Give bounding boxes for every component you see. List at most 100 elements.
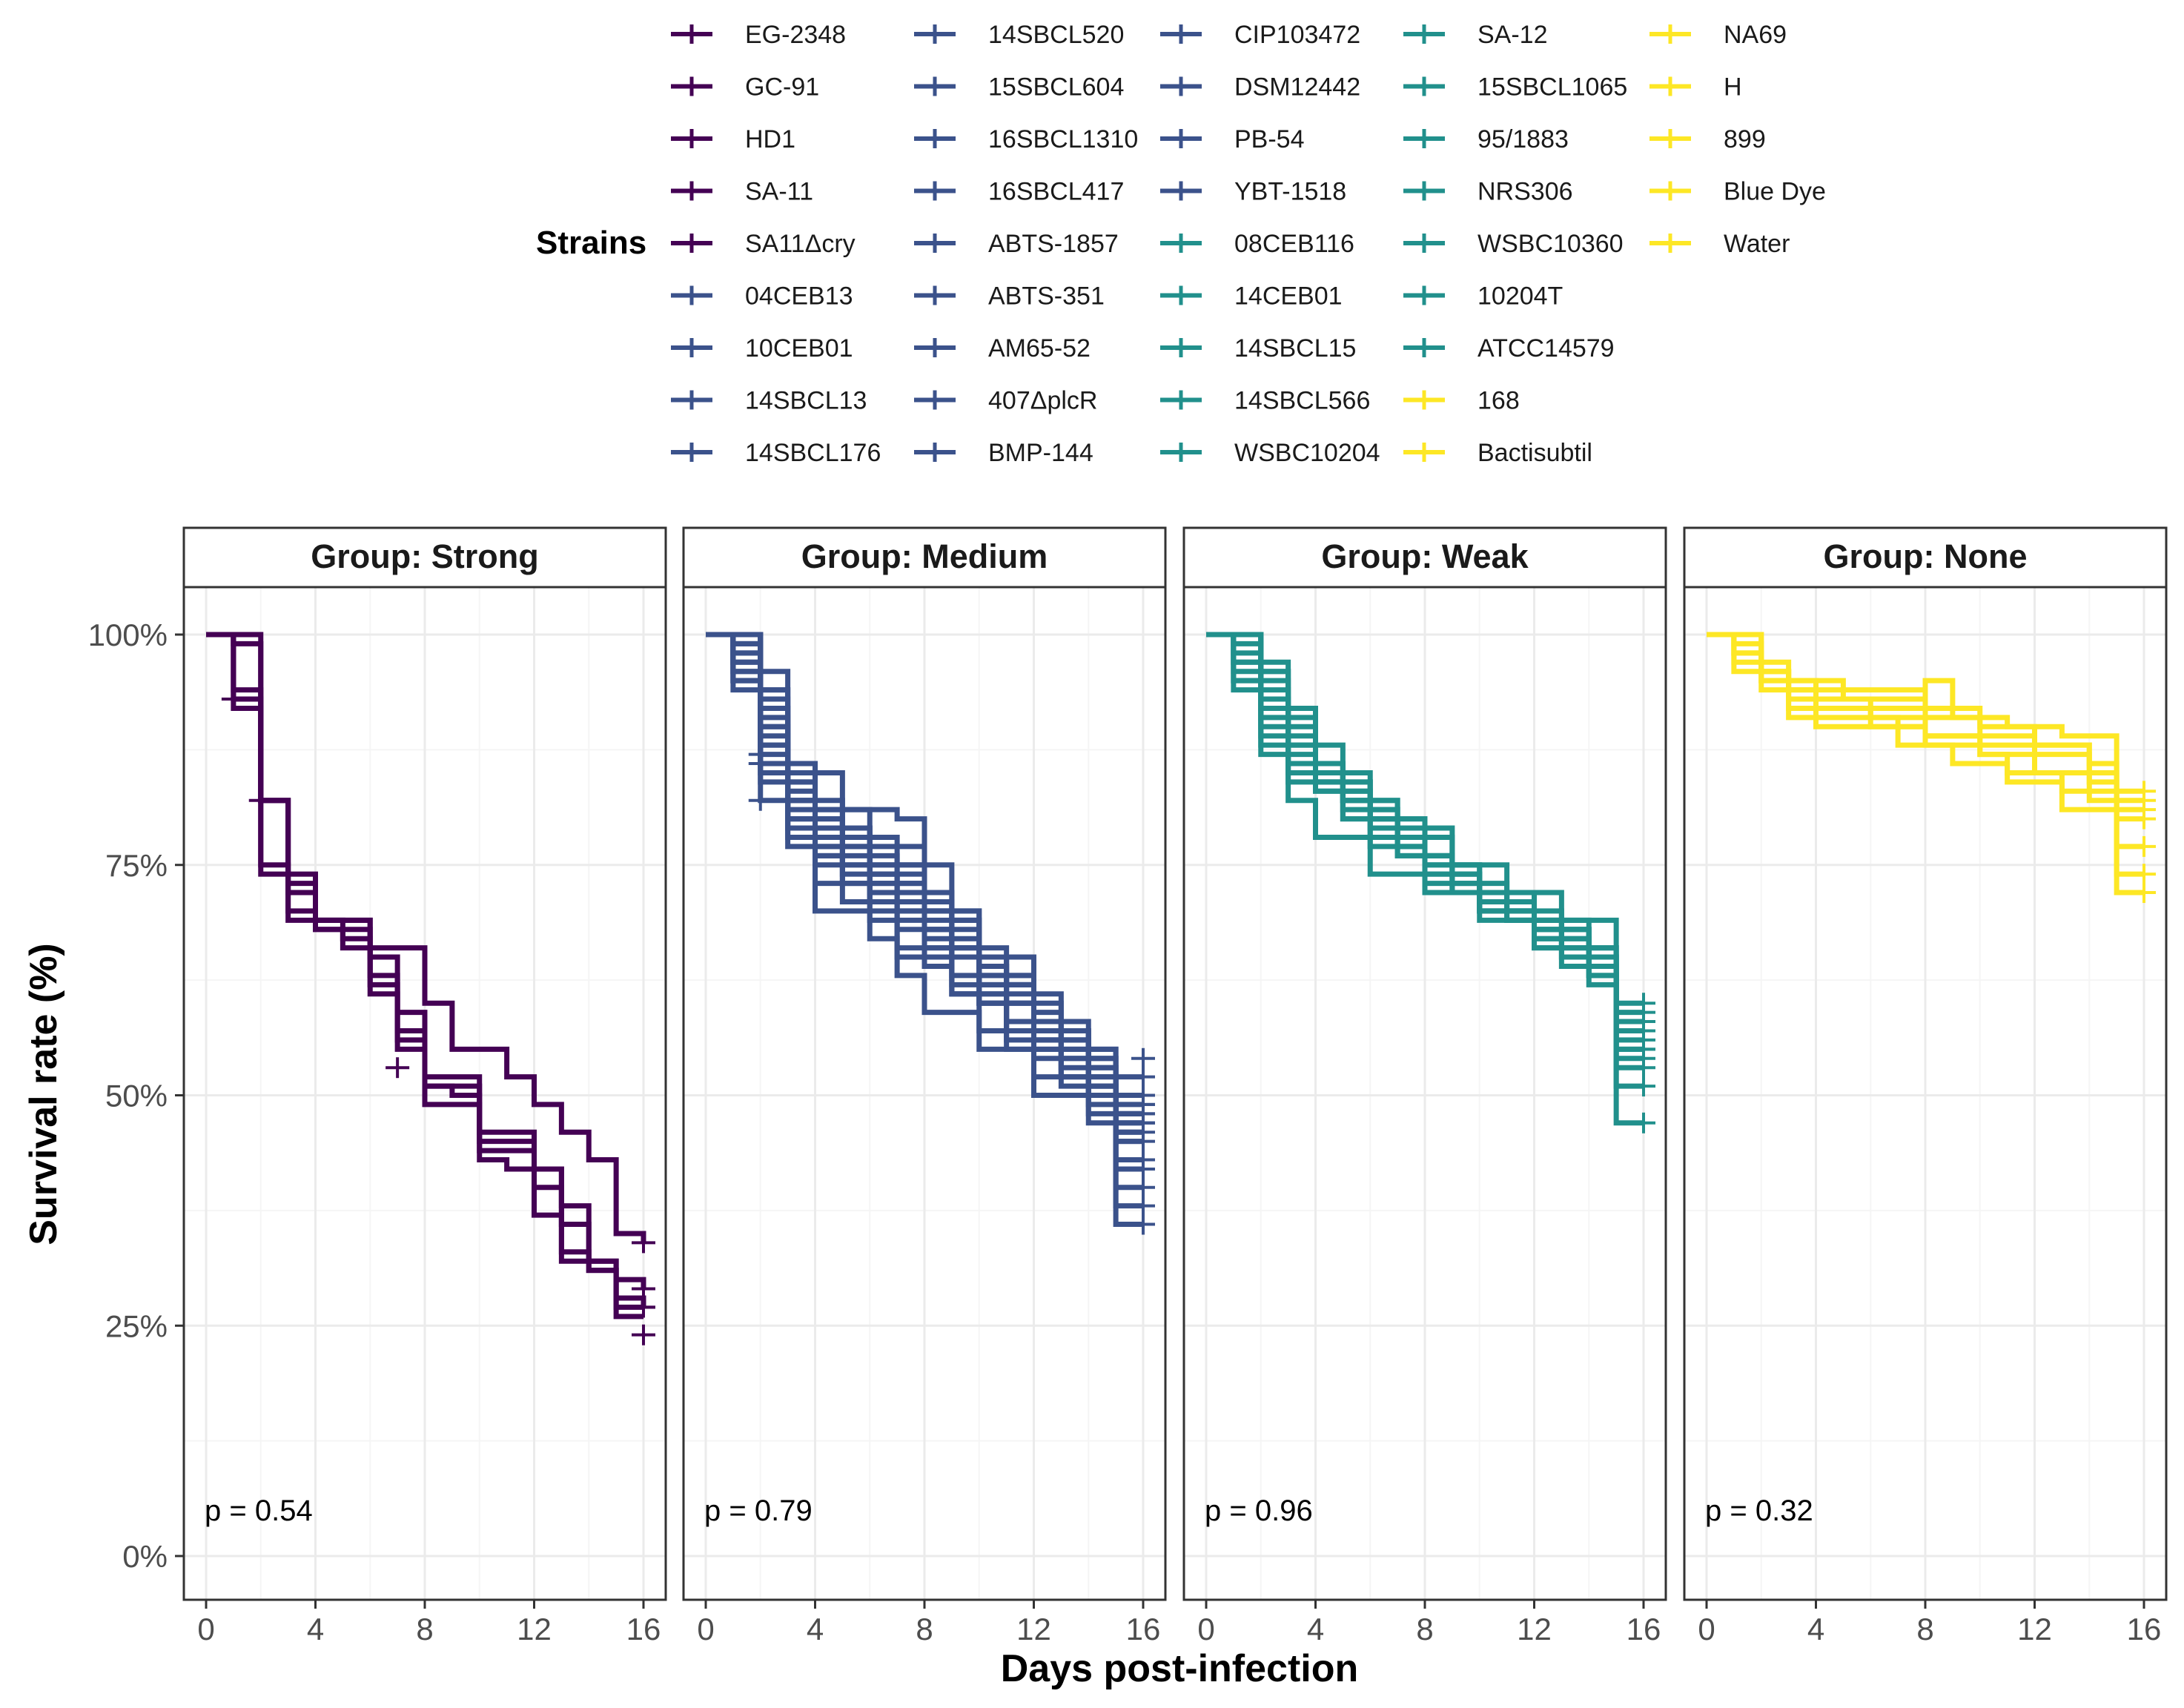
legend-entry: DSM12442 — [1160, 73, 1360, 102]
legend-label: 08CEB116 — [1234, 230, 1354, 258]
km-series — [1707, 632, 2156, 821]
legend-entry: Blue Dye — [1649, 178, 1826, 206]
x-tick-label: 8 — [1416, 1612, 1433, 1646]
y-axis-title: Survival rate (%) — [22, 943, 65, 1245]
legend-label: 14CEB01 — [1234, 282, 1343, 311]
x-tick-label: 12 — [1016, 1612, 1051, 1646]
legend-entry: PB-54 — [1160, 125, 1305, 153]
facet-strip — [182, 526, 667, 589]
legend-entry: 899 — [1649, 125, 1766, 153]
legend-entry: 14SBCL520 — [914, 21, 1124, 49]
x-tick-label: 0 — [197, 1612, 214, 1646]
p-value-label: p = 0.32 — [1705, 1494, 1813, 1527]
km-series — [1206, 632, 1655, 1079]
legend-entry: ABTS-1857 — [914, 230, 1119, 258]
x-tick-label: 16 — [1126, 1612, 1161, 1646]
y-tick-label: 0% — [122, 1539, 168, 1574]
legend-label: 95/1883 — [1477, 125, 1569, 153]
legend-label: SA-12 — [1477, 21, 1548, 49]
km-series — [1707, 632, 2156, 885]
x-axis-title: Days post-infection — [1001, 1647, 1359, 1690]
y-tick-label: 100% — [88, 618, 168, 652]
survival-curve — [1707, 632, 2144, 877]
x-tick-label: 12 — [2017, 1612, 2052, 1646]
x-tick-label: 8 — [916, 1612, 933, 1646]
legend-label: NRS306 — [1477, 178, 1573, 206]
y-tick-label: 25% — [105, 1308, 168, 1343]
legend-label: WSBC10360 — [1477, 230, 1624, 258]
legend-entry: SA-11 — [671, 178, 813, 206]
facet-title: Group: None — [1824, 537, 2028, 575]
legend-entry: YBT-1518 — [1160, 178, 1346, 206]
facet-strip — [1683, 526, 2168, 589]
legend-entry: 04CEB13 — [671, 282, 853, 311]
legend-entry: 407ΔplcR — [914, 387, 1097, 415]
x-tick-label: 12 — [517, 1612, 552, 1646]
survival-curve — [706, 632, 1143, 1135]
p-value-label: p = 0.96 — [1205, 1494, 1313, 1527]
strain-legend: Strains EG-2348 GC-91 HD1 SA-11 SA11Δcry 04CE… — [536, 21, 1826, 467]
legend-entry: 08CEB116 — [1160, 230, 1354, 258]
facet-strip — [682, 526, 1167, 589]
legend-label: 14SBCL15 — [1234, 334, 1356, 363]
facet-panels: p = 0.54 Group: Strong 0 4 8 12 16 0% 25% 50% 75% 1… — [88, 526, 2168, 1646]
legend-label: 14SBCL520 — [988, 21, 1124, 49]
facet-panel: p = 0.54 Group: Strong 0 4 8 12 16 0% 25% 50% 75% 1… — [88, 526, 667, 1646]
x-tick-label: 0 — [1698, 1612, 1715, 1646]
legend-label: PB-54 — [1234, 125, 1305, 153]
km-series — [206, 632, 655, 1318]
km-series — [206, 632, 655, 1300]
legend-label: AM65-52 — [988, 334, 1091, 363]
legend-entry: Bactisubtil — [1403, 439, 1592, 467]
legend-label: 10204T — [1477, 282, 1563, 311]
x-tick-label: 16 — [2127, 1612, 2162, 1646]
legend-label: YBT-1518 — [1234, 178, 1346, 206]
legend-entry: 14SBCL15 — [1160, 334, 1356, 363]
facet-panel: p = 0.96 Group: Weak 0 4 8 12 16 — [1182, 526, 1667, 1646]
legend-label: 407ΔplcR — [988, 387, 1097, 415]
legend-entry: NA69 — [1649, 21, 1787, 49]
legend-label: 14SBCL13 — [745, 387, 867, 415]
legend-entry: WSBC10360 — [1403, 230, 1624, 258]
legend-entry: 14SBCL176 — [671, 439, 881, 467]
x-tick-label: 8 — [1916, 1612, 1933, 1646]
legend-entry: 14SBCL566 — [1160, 387, 1370, 415]
legend-title: Strains — [536, 225, 646, 261]
legend-entry: H — [1649, 73, 1742, 102]
legend-label: CIP103472 — [1234, 21, 1360, 49]
x-tick-label: 0 — [1197, 1612, 1214, 1646]
legend-entry: Water — [1649, 230, 1790, 258]
legend-label: 168 — [1477, 387, 1520, 415]
legend-entry: HD1 — [671, 125, 795, 153]
legend-entry: SA11Δcry — [671, 230, 856, 258]
facet-title: Group: Strong — [311, 537, 538, 575]
legend-entry: CIP103472 — [1160, 21, 1360, 49]
survival-curve — [1206, 632, 1644, 1033]
legend-label: Bactisubtil — [1477, 439, 1592, 467]
facet-title: Group: Weak — [1321, 537, 1529, 575]
legend-label: ABTS-351 — [988, 282, 1105, 311]
facet-panel: p = 0.32 Group: None 0 4 8 12 16 — [1683, 526, 2168, 1646]
legend-label: HD1 — [745, 125, 795, 153]
legend-entry: 10CEB01 — [671, 334, 853, 363]
legend-label: 16SBCL1310 — [988, 125, 1138, 153]
legend-label: 16SBCL417 — [988, 178, 1124, 206]
legend-label: H — [1724, 73, 1742, 102]
legend-items: EG-2348 GC-91 HD1 SA-11 SA11Δcry 04CEB13 10CEB… — [671, 21, 1826, 467]
legend-entry: ABTS-351 — [914, 282, 1105, 311]
x-tick-label: 16 — [626, 1612, 661, 1646]
legend-entry: 168 — [1403, 387, 1520, 415]
legend-entry: 16SBCL1310 — [914, 125, 1138, 153]
x-tick-label: 12 — [1517, 1612, 1552, 1646]
legend-label: DSM12442 — [1234, 73, 1360, 102]
legend-label: 15SBCL604 — [988, 73, 1124, 102]
legend-entry: GC-91 — [671, 73, 819, 102]
km-series — [206, 632, 655, 1254]
legend-label: 10CEB01 — [745, 334, 853, 363]
legend-label: 15SBCL1065 — [1477, 73, 1627, 102]
legend-label: ATCC14579 — [1477, 334, 1615, 363]
legend-entry: NRS306 — [1403, 178, 1573, 206]
legend-label: SA11Δcry — [745, 230, 856, 258]
legend-entry: 95/1883 — [1403, 125, 1569, 153]
x-tick-label: 0 — [697, 1612, 714, 1646]
